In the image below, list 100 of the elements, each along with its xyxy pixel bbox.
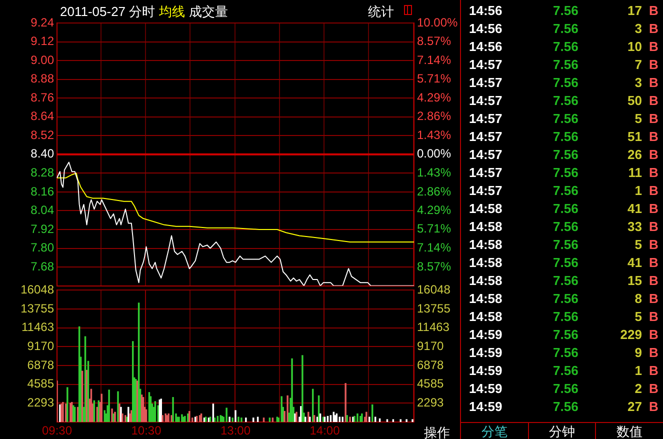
text: 2: [634, 381, 642, 396]
y2-tick-label: 7.14%: [417, 240, 452, 255]
text: 14:57: [469, 129, 502, 144]
y-tick-label: 8.16: [30, 184, 54, 198]
y2-tick-label: 2293: [417, 395, 444, 410]
text: 14:59: [469, 327, 502, 342]
text: 14:57: [469, 75, 502, 90]
y2-tick-label: 7.14%: [417, 52, 452, 67]
text: 27: [628, 399, 642, 414]
y2-tick-label: 13755: [417, 301, 451, 316]
y-tick-label: 7.68: [30, 259, 54, 274]
text: 10: [628, 39, 642, 54]
text: 41: [628, 255, 642, 270]
text: 分笔: [480, 423, 508, 439]
text: 7.56: [553, 363, 578, 378]
text: B: [649, 381, 658, 396]
y2-tick-label: 16048: [417, 282, 451, 297]
y2-tick-label: 4.29%: [417, 90, 452, 104]
y2-tick-label: 1.43%: [417, 166, 452, 180]
text: 14:59: [469, 399, 502, 414]
text: 5: [634, 309, 642, 324]
text: 14:58: [469, 309, 502, 324]
y-tick-label: 9.12: [30, 34, 54, 48]
text: 1: [634, 183, 642, 198]
text: B: [649, 21, 658, 36]
y-tick-label: 4585: [27, 376, 54, 391]
text: 7.56: [553, 255, 578, 270]
text: B: [649, 219, 658, 234]
text: B: [649, 147, 658, 162]
text: 14:59: [469, 363, 502, 378]
y2-tick-label: 8.57%: [417, 34, 452, 48]
text: B: [649, 255, 658, 270]
text: 14:59: [469, 381, 502, 396]
text: 1: [634, 363, 642, 378]
y2-tick-label: 8.57%: [417, 259, 452, 274]
text: 7.56: [553, 3, 578, 18]
text: B: [649, 345, 658, 360]
text: 14:56: [469, 3, 502, 18]
text: 14:57: [469, 147, 502, 162]
y-tick-label: 9.24: [30, 15, 54, 30]
y2-tick-label: 1.43%: [417, 128, 452, 142]
text: 14:56: [469, 39, 502, 54]
text: 41: [628, 201, 642, 216]
y-tick-label: 8.52: [30, 128, 54, 142]
text: B: [649, 93, 658, 108]
text: B: [649, 399, 658, 414]
y-tick-label: 9.00: [30, 52, 54, 67]
x-tick-label: 13:00: [220, 424, 251, 438]
text: 14:58: [469, 255, 502, 270]
text: 7.56: [553, 147, 578, 162]
y2-tick-label: 4585: [417, 376, 444, 391]
y-tick-label: 7.80: [30, 240, 54, 255]
text: 7.56: [553, 219, 578, 234]
text: 7.56: [553, 201, 578, 216]
text: B: [649, 111, 658, 126]
chart-title: 成交量: [189, 4, 228, 19]
y-tick-label: 11463: [22, 320, 54, 334]
text: 14:57: [469, 111, 502, 126]
text: 229: [620, 327, 642, 342]
text: 7.56: [553, 165, 578, 180]
text: 14:57: [469, 57, 502, 72]
y-tick-label: 8.76: [30, 90, 54, 104]
y-tick-label: 8.40: [30, 146, 54, 161]
text: B: [649, 201, 658, 216]
y-tick-label: 9170: [27, 339, 54, 353]
text: 7.56: [553, 75, 578, 90]
y2-tick-label: 2.86%: [417, 109, 452, 124]
text: B: [649, 3, 658, 18]
chart-title: 2011-05-27 分时: [60, 3, 156, 21]
text: 7.56: [553, 237, 578, 252]
x-tick-label: 09:30: [42, 424, 72, 438]
y-tick-label: 7.92: [30, 222, 54, 236]
text: B: [649, 309, 658, 324]
text: 14:58: [469, 201, 502, 216]
text: 分钟: [528, 423, 596, 439]
text: B: [649, 75, 658, 90]
text: 7.56: [553, 39, 578, 54]
text: B: [649, 291, 658, 306]
text: 7.56: [553, 327, 578, 342]
text: B: [649, 57, 658, 72]
text: 7.56: [553, 111, 578, 126]
text: 3: [634, 75, 642, 90]
text: 14:58: [469, 219, 502, 234]
text: 17: [628, 3, 642, 18]
y-tick-label: 16048: [20, 282, 54, 297]
text: 7.56: [553, 291, 578, 306]
text: 14:57: [469, 183, 502, 198]
text: 15: [628, 273, 642, 288]
text: 14:58: [469, 291, 502, 306]
y-tick-label: 8.64: [30, 109, 54, 124]
y2-tick-label: 11463: [417, 320, 450, 334]
text: 14:59: [469, 345, 502, 360]
text: 统计: [368, 3, 394, 21]
text: B: [649, 165, 658, 180]
y-tick-label: 6878: [27, 358, 54, 372]
text: 7.56: [553, 129, 578, 144]
y-tick-label: 13755: [20, 301, 54, 316]
text: 7.56: [553, 93, 578, 108]
text: 11: [628, 165, 642, 180]
y-tick-label: 2293: [27, 395, 54, 410]
